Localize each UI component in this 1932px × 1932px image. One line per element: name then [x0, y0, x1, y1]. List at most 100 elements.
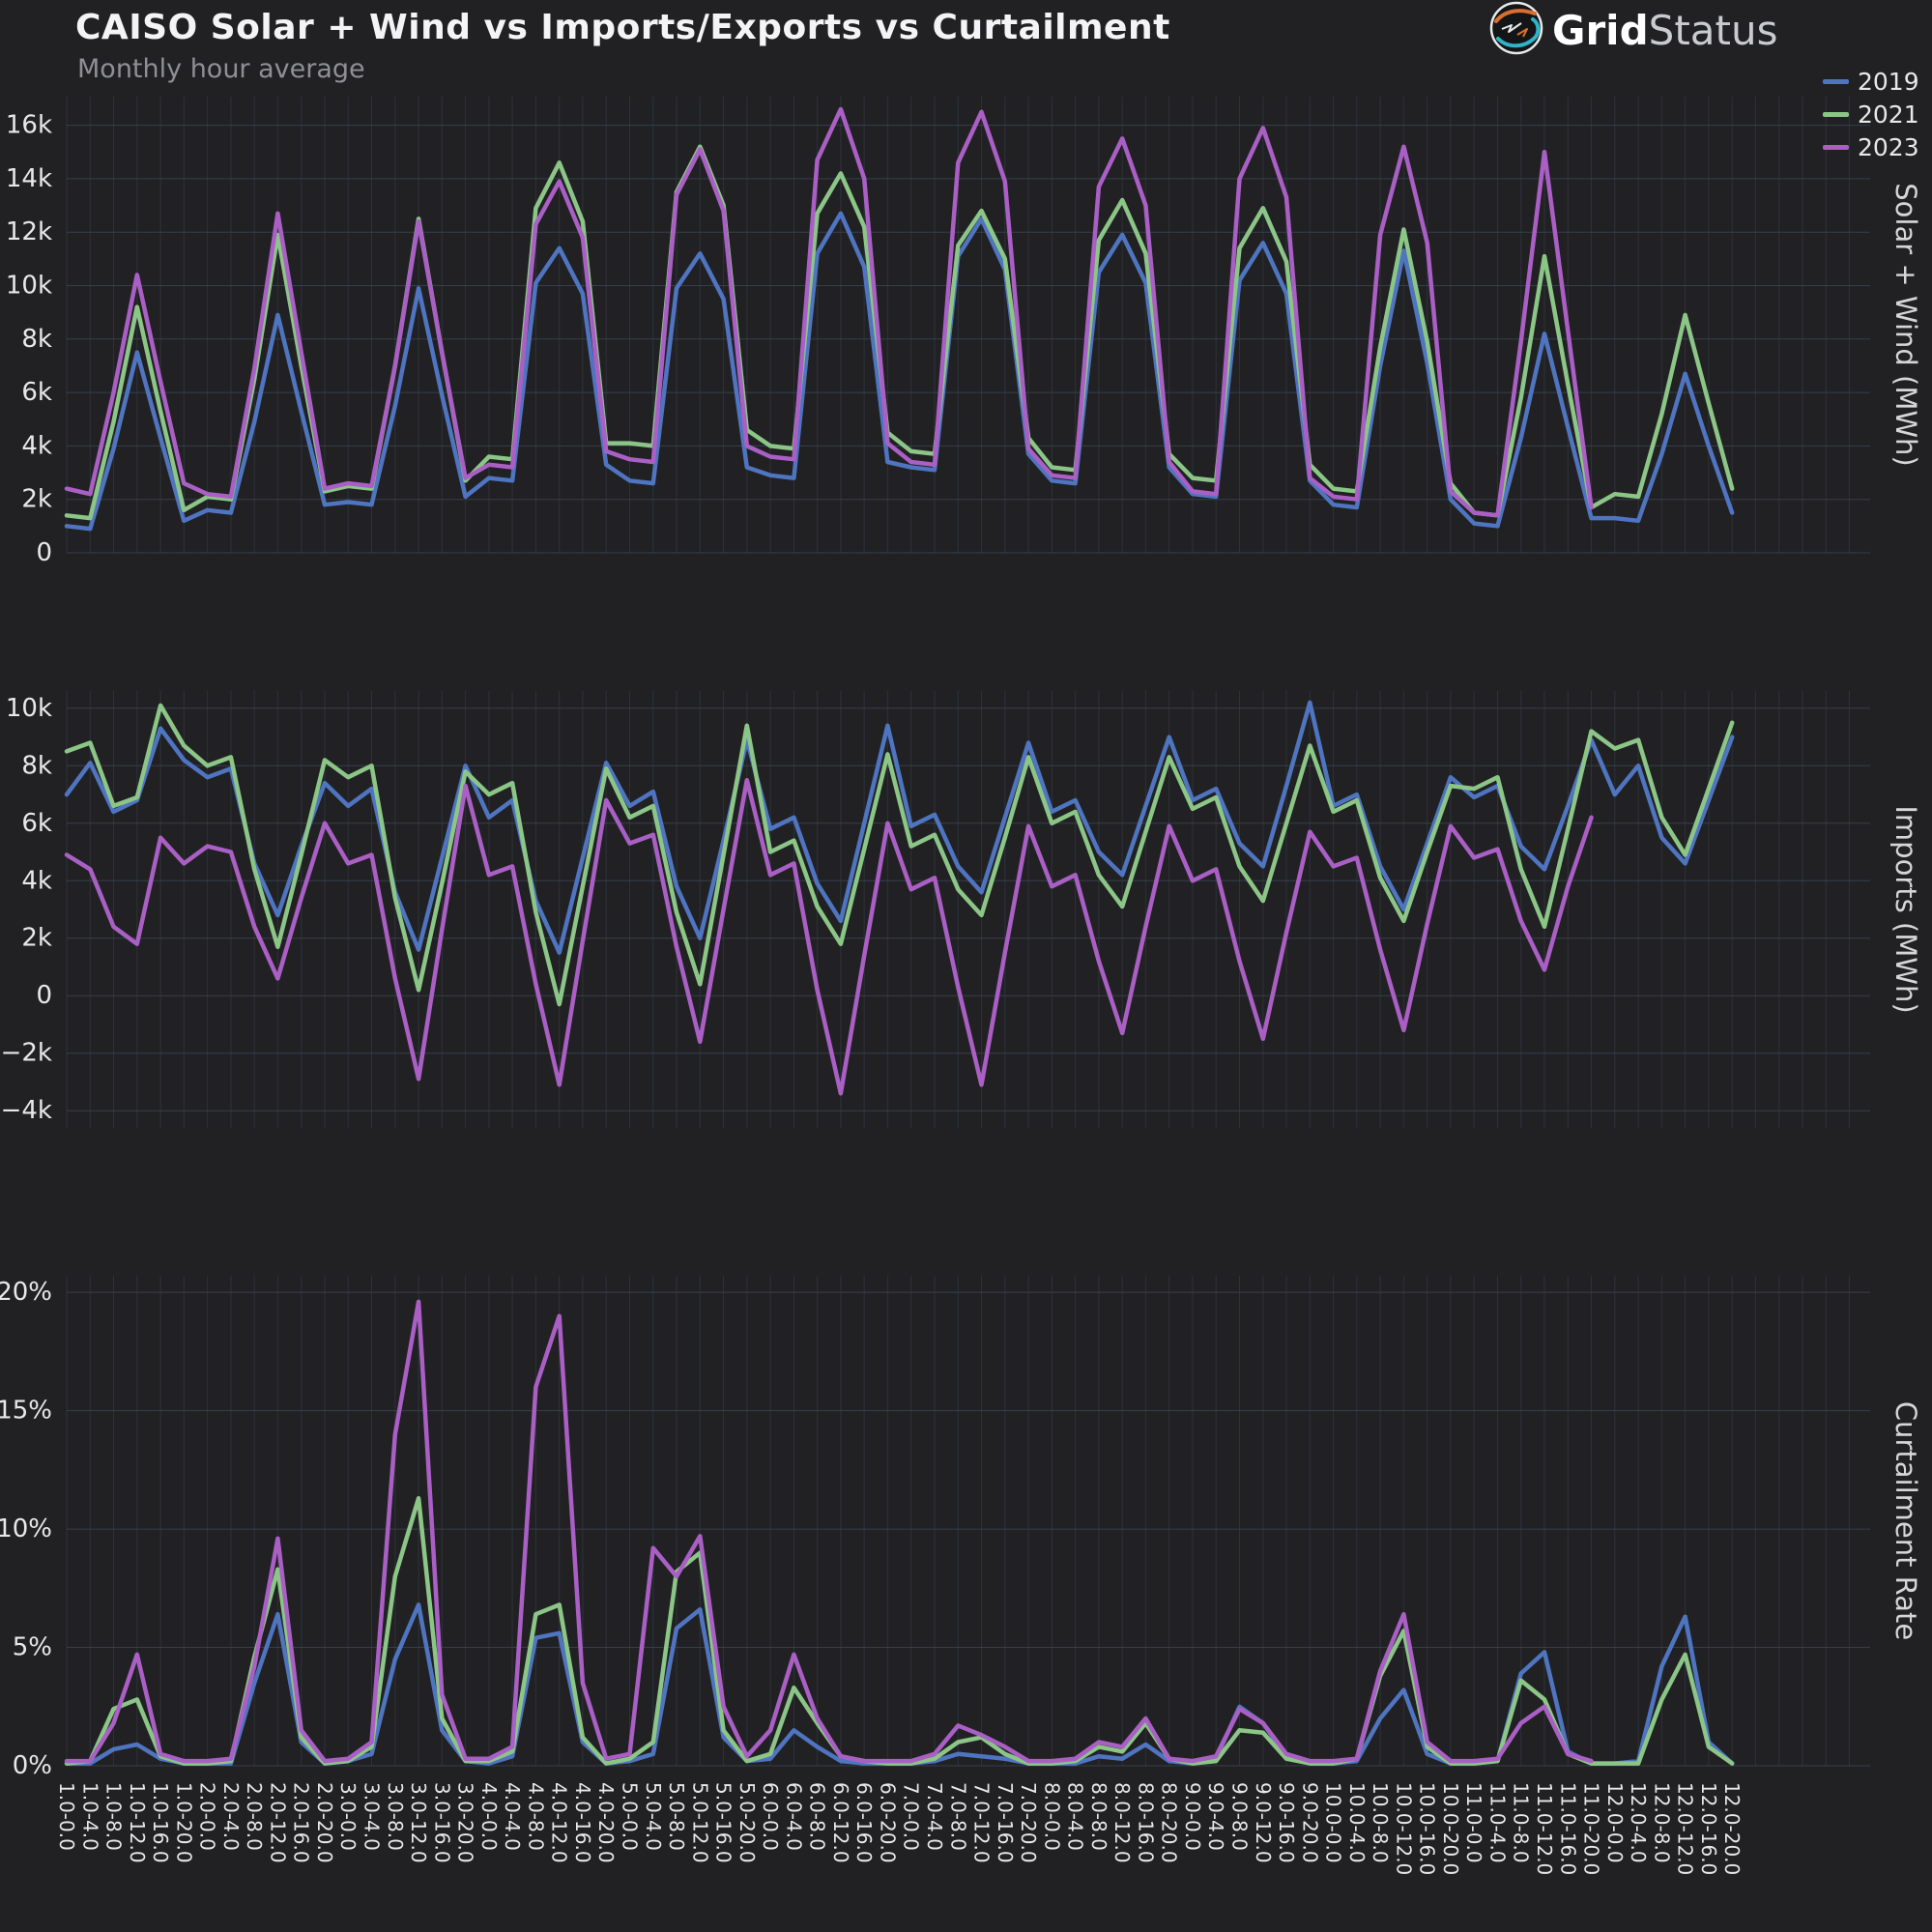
x-tick-label: 3.0-0.0: [336, 1782, 360, 1851]
x-tick-label: 8.0-4.0: [1064, 1782, 1087, 1851]
legend: 2019 2021 2023: [1823, 70, 1919, 159]
x-tick-label: 4.0-20.0: [594, 1782, 618, 1863]
y-tick-label: 10k: [6, 272, 52, 301]
x-tick-label: 4.0-16.0: [571, 1782, 594, 1863]
x-tick-label: 2.0-12.0: [266, 1782, 289, 1863]
x-tick-label: 10.0-16.0: [1416, 1782, 1439, 1875]
y-tick-label: 0%: [13, 1751, 52, 1780]
x-tick-label: 3.0-12.0: [407, 1782, 430, 1863]
x-tick-label: 2.0-16.0: [290, 1782, 313, 1863]
y-tick-label: 4k: [21, 866, 52, 895]
x-tick-label: 5.0-12.0: [688, 1782, 711, 1863]
gridstatus-logo: GridStatus: [1488, 1, 1778, 58]
axis-title-1: Imports (MWh): [1889, 805, 1922, 1013]
logo-text-status: Status: [1648, 6, 1778, 54]
page-subtitle: Monthly hour average: [77, 54, 365, 84]
series-line-2023: [64, 106, 1594, 518]
legend-dash-2019: [1823, 79, 1849, 84]
legend-label-2019: 2019: [1858, 68, 1919, 96]
series-line-2021: [64, 703, 1735, 1007]
y-tick-label: 15%: [0, 1397, 52, 1426]
logo-text-grid: Grid: [1552, 6, 1649, 54]
x-tick-label: 11.0-0.0: [1462, 1782, 1485, 1863]
y-tick-label: 10%: [0, 1514, 52, 1543]
legend-dash-2023: [1823, 145, 1849, 150]
y-tick-label: 4k: [21, 431, 52, 460]
x-tick-label: 6.0-20.0: [876, 1782, 899, 1863]
x-tick-label: 4.0-8.0: [524, 1782, 547, 1851]
x-tick-label: 9.0-8.0: [1228, 1782, 1252, 1851]
x-tick-label: 1.0-8.0: [102, 1782, 126, 1851]
y-tick-label: 8k: [21, 325, 52, 354]
x-tick-label: 7.0-12.0: [970, 1782, 994, 1863]
x-tick-label: 1.0-4.0: [78, 1782, 101, 1851]
y-tick-label: 5%: [13, 1633, 52, 1662]
x-tick-label: 7.0-16.0: [994, 1782, 1017, 1863]
x-tick-label: 6.0-16.0: [852, 1782, 876, 1863]
axis-title-0: Solar + Wind (MWh): [1889, 183, 1922, 466]
x-tick-label: 11.0-4.0: [1486, 1782, 1510, 1863]
legend-label-2023: 2023: [1858, 133, 1919, 161]
x-tick-label: 11.0-16.0: [1556, 1782, 1579, 1875]
axis-title-2: Curtailment Rate: [1889, 1401, 1922, 1640]
x-tick-label: 6.0-8.0: [806, 1782, 829, 1851]
y-tick-label: 16k: [6, 111, 52, 140]
x-tick-label: 12.0-20.0: [1720, 1782, 1744, 1875]
y-tick-label: 0: [36, 538, 52, 567]
x-tick-label: 12.0-16.0: [1697, 1782, 1720, 1875]
series-line-2019: [64, 211, 1735, 532]
x-tick-label: 2.0-20.0: [313, 1782, 336, 1863]
x-tick-label: 2.0-4.0: [219, 1782, 243, 1851]
x-tick-label: 11.0-12.0: [1533, 1782, 1556, 1875]
x-tick-label: 5.0-8.0: [665, 1782, 688, 1851]
x-tick-label: 9.0-4.0: [1204, 1782, 1227, 1851]
series-line-2023: [64, 777, 1594, 1096]
x-tick-label: 6.0-4.0: [782, 1782, 805, 1851]
series-line-2019: [64, 700, 1735, 955]
y-tick-label: 12k: [6, 217, 52, 246]
x-tick-label: 11.0-20.0: [1580, 1782, 1603, 1875]
legend-label-2021: 2021: [1858, 101, 1919, 129]
x-tick-label: 7.0-4.0: [923, 1782, 946, 1851]
x-tick-label: 9.0-0.0: [1181, 1782, 1204, 1851]
legend-item-2023[interactable]: 2023: [1823, 135, 1919, 159]
x-tick-label: 10.0-0.0: [1322, 1782, 1345, 1863]
x-tick-label: 10.0-20.0: [1439, 1782, 1462, 1875]
x-tick-label: 5.0-0.0: [619, 1782, 642, 1851]
x-tick-label: 12.0-4.0: [1627, 1782, 1650, 1863]
y-tick-label: 2k: [21, 485, 52, 514]
x-tick-label: 8.0-8.0: [1087, 1782, 1110, 1851]
x-tick-label: 3.0-8.0: [384, 1782, 407, 1851]
x-tick-label: 1.0-20.0: [172, 1782, 195, 1863]
series-line-2019: [64, 1602, 1735, 1766]
y-tick-label: 2k: [21, 924, 52, 953]
x-tick-label: 5.0-20.0: [735, 1782, 759, 1863]
x-tick-label: 8.0-12.0: [1110, 1782, 1134, 1863]
y-tick-label: 14k: [6, 164, 52, 193]
series-line-2023: [64, 1299, 1594, 1764]
x-tick-label: 10.0-12.0: [1392, 1782, 1415, 1875]
series-line-2021: [64, 144, 1735, 521]
legend-item-2019[interactable]: 2019: [1823, 70, 1919, 94]
x-tick-label: 2.0-0.0: [196, 1782, 219, 1851]
x-tick-label: 7.0-0.0: [900, 1782, 923, 1851]
subplot-1: 10k 8k 6k 4k 2k 0 −2k −4k: [1, 691, 1870, 1128]
x-tick-label: 4.0-12.0: [548, 1782, 571, 1863]
x-tick-label: 1.0-12.0: [126, 1782, 149, 1863]
x-tick-label: 10.0-8.0: [1369, 1782, 1392, 1863]
y-tick-label: 0: [36, 981, 52, 1010]
x-tick-label: 8.0-16.0: [1134, 1782, 1157, 1863]
x-tick-label: 9.0-16.0: [1275, 1782, 1298, 1863]
y-tick-label: 6k: [21, 378, 52, 407]
legend-item-2021[interactable]: 2021: [1823, 102, 1919, 127]
x-tick-label: 12.0-0.0: [1603, 1782, 1627, 1863]
series-line-2021: [64, 1495, 1735, 1766]
x-tick-label: 3.0-4.0: [360, 1782, 384, 1851]
gridstatus-logo-text: GridStatus: [1552, 7, 1778, 54]
x-tick-label: 9.0-12.0: [1252, 1782, 1275, 1863]
x-tick-label: 8.0-0.0: [1040, 1782, 1063, 1851]
x-tick-label: 12.0-8.0: [1650, 1782, 1673, 1863]
y-tick-label: 20%: [0, 1278, 52, 1307]
